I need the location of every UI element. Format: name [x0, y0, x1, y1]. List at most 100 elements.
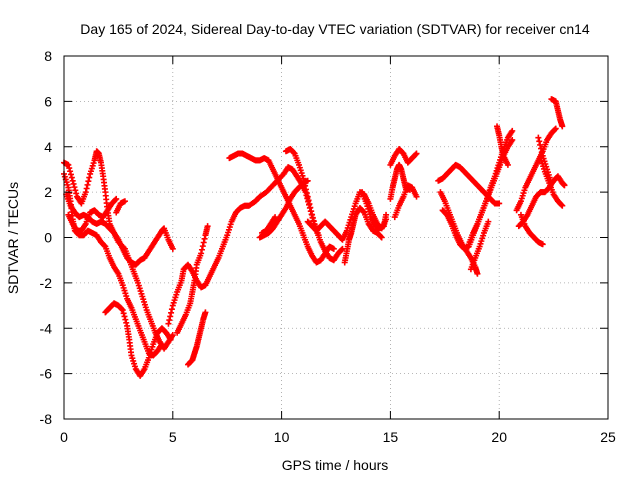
data-track — [65, 195, 120, 234]
data-point — [85, 178, 92, 185]
y-tick-label: 6 — [44, 93, 52, 109]
data-point — [71, 184, 78, 191]
data-point — [509, 136, 516, 143]
data-track — [391, 182, 420, 221]
data-point — [169, 245, 176, 252]
data-point — [509, 127, 516, 134]
data-point — [199, 243, 206, 250]
data-track — [341, 205, 385, 266]
data-point — [272, 214, 279, 221]
x-tick-label: 20 — [491, 429, 507, 445]
y-tick-label: 8 — [44, 48, 52, 64]
data-point — [338, 246, 345, 253]
data-point — [69, 177, 76, 184]
data-point — [537, 145, 544, 152]
data-point — [123, 319, 130, 326]
data-point — [86, 174, 93, 181]
data-point — [70, 180, 77, 187]
data-point — [383, 211, 390, 218]
data-point — [83, 185, 90, 192]
data-track — [535, 134, 555, 187]
data-point — [301, 179, 308, 186]
data-point — [65, 161, 72, 168]
data-point — [551, 126, 558, 133]
data-point — [504, 161, 511, 168]
data-point — [302, 182, 309, 189]
x-axis-label: GPS time / hours — [282, 457, 389, 473]
data-point — [101, 242, 108, 249]
data-point — [412, 151, 419, 158]
data-point — [413, 193, 420, 200]
data-track — [517, 211, 546, 248]
x-tick-label: 5 — [169, 429, 177, 445]
y-tick-label: 4 — [44, 139, 52, 155]
data-point — [73, 190, 80, 197]
data-point — [413, 150, 420, 157]
data-point — [67, 168, 74, 175]
data-point — [290, 149, 297, 156]
data-point — [113, 195, 120, 202]
data-point — [121, 198, 128, 205]
data-point — [200, 239, 207, 246]
data-point — [305, 197, 312, 204]
tick-layer: 0 5 10 15 20 25 -8 -6 -4 -2 0 2 4 6 8 — [40, 48, 616, 445]
data-point — [167, 313, 174, 320]
data-point — [202, 309, 209, 316]
data-point — [198, 250, 205, 257]
data-point — [561, 182, 568, 189]
data-track — [259, 214, 279, 236]
data-track — [282, 146, 346, 264]
x-tick-label: 15 — [383, 429, 399, 445]
data-point — [120, 310, 127, 317]
data-point — [307, 204, 314, 211]
data-point — [72, 187, 79, 194]
data-point — [198, 246, 205, 253]
data-point — [552, 125, 559, 132]
y-tick-label: -6 — [40, 366, 53, 382]
data-track — [387, 161, 413, 202]
data-point — [377, 233, 384, 240]
data-point — [165, 320, 172, 327]
data-point — [539, 241, 546, 248]
x-tick-label: 0 — [60, 429, 68, 445]
data-point — [82, 189, 89, 196]
data-point — [122, 316, 129, 323]
data-point — [360, 208, 367, 215]
data-point — [536, 138, 543, 145]
data-point — [306, 200, 313, 207]
y-tick-label: -4 — [40, 320, 53, 336]
data-point — [168, 309, 175, 316]
data-track — [102, 300, 174, 379]
data-track — [494, 123, 511, 168]
data-track — [387, 146, 420, 168]
data-point — [559, 123, 566, 130]
grid-layer — [64, 56, 608, 419]
data-point — [303, 190, 310, 197]
data-point — [485, 218, 492, 225]
data-track — [113, 198, 128, 216]
data-point — [537, 141, 544, 148]
data-point — [559, 202, 566, 209]
y-tick-label: -8 — [40, 411, 53, 427]
data-track — [63, 191, 176, 268]
data-point — [302, 186, 309, 193]
data-point — [558, 201, 565, 208]
data-point — [548, 180, 555, 187]
data-track — [548, 96, 566, 130]
chart-title: Day 165 of 2024, Sidereal Day-to-day VTE… — [80, 21, 590, 37]
data-point — [167, 336, 174, 343]
data-point — [204, 223, 211, 230]
data-point — [68, 174, 75, 181]
data-point — [308, 208, 315, 215]
data-track — [61, 148, 176, 352]
data-point — [118, 306, 125, 313]
data-point — [119, 307, 126, 314]
data-track — [467, 218, 492, 273]
data-point — [67, 171, 74, 178]
data-point — [309, 211, 316, 218]
y-tick-label: 0 — [44, 230, 52, 246]
data-point — [112, 196, 119, 203]
data-point — [378, 234, 385, 241]
x-tick-label: 25 — [600, 429, 616, 445]
